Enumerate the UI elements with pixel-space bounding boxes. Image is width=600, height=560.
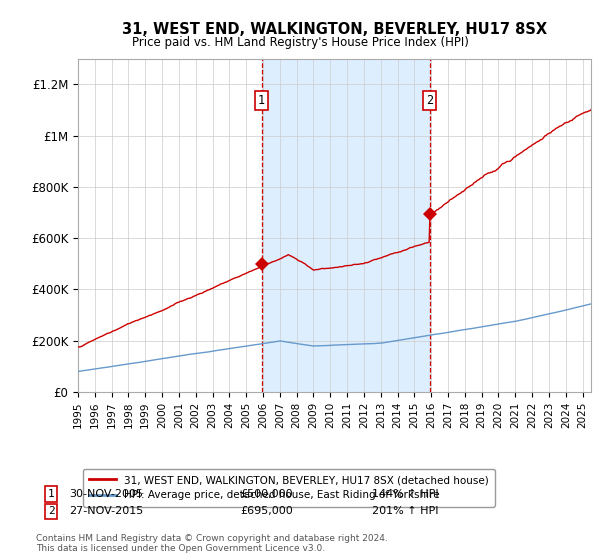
Text: 1: 1 xyxy=(258,94,265,107)
Text: 2: 2 xyxy=(427,94,433,107)
Bar xyxy=(262,59,430,392)
Text: 27-NOV-2015: 27-NOV-2015 xyxy=(69,506,143,516)
Text: 201% ↑ HPI: 201% ↑ HPI xyxy=(372,506,439,516)
Text: 144% ↑ HPI: 144% ↑ HPI xyxy=(372,489,439,499)
Text: 2: 2 xyxy=(47,506,55,516)
Text: £695,000: £695,000 xyxy=(240,506,293,516)
Legend: 31, WEST END, WALKINGTON, BEVERLEY, HU17 8SX (detached house), HPI: Average pric: 31, WEST END, WALKINGTON, BEVERLEY, HU17… xyxy=(83,469,495,507)
Text: Contains HM Land Registry data © Crown copyright and database right 2024.
This d: Contains HM Land Registry data © Crown c… xyxy=(36,534,388,553)
Text: 1: 1 xyxy=(47,489,55,499)
Text: £500,000: £500,000 xyxy=(240,489,293,499)
Text: 30-NOV-2005: 30-NOV-2005 xyxy=(69,489,143,499)
Text: Price paid vs. HM Land Registry's House Price Index (HPI): Price paid vs. HM Land Registry's House … xyxy=(131,36,469,49)
Title: 31, WEST END, WALKINGTON, BEVERLEY, HU17 8SX: 31, WEST END, WALKINGTON, BEVERLEY, HU17… xyxy=(122,22,547,37)
